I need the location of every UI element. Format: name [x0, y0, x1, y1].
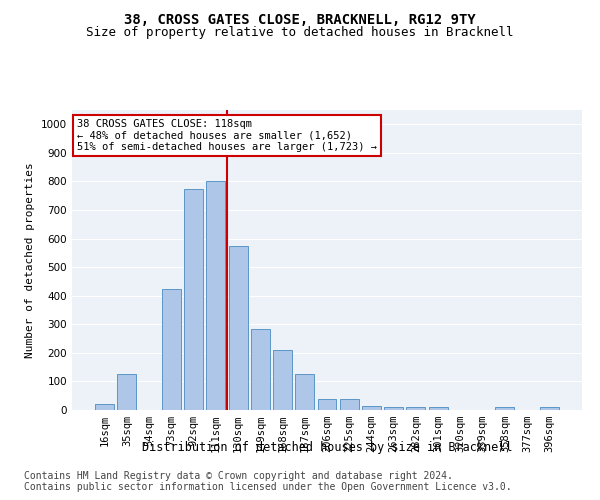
- Bar: [429, 407, 448, 410]
- Bar: [229, 246, 248, 410]
- Text: Distribution of detached houses by size in Bracknell: Distribution of detached houses by size …: [142, 441, 512, 454]
- Bar: [162, 288, 181, 410]
- Text: 38, CROSS GATES CLOSE, BRACKNELL, RG12 9TY: 38, CROSS GATES CLOSE, BRACKNELL, RG12 9…: [124, 12, 476, 26]
- Bar: [340, 398, 359, 410]
- Bar: [496, 407, 514, 410]
- Bar: [206, 182, 225, 410]
- Bar: [273, 350, 292, 410]
- Bar: [184, 188, 203, 410]
- Text: Size of property relative to detached houses in Bracknell: Size of property relative to detached ho…: [86, 26, 514, 39]
- Text: Contains HM Land Registry data © Crown copyright and database right 2024.: Contains HM Land Registry data © Crown c…: [24, 471, 453, 481]
- Bar: [362, 406, 381, 410]
- Bar: [540, 407, 559, 410]
- Bar: [317, 398, 337, 410]
- Bar: [406, 407, 425, 410]
- Y-axis label: Number of detached properties: Number of detached properties: [25, 162, 35, 358]
- Bar: [118, 374, 136, 410]
- Bar: [251, 328, 270, 410]
- Bar: [295, 374, 314, 410]
- Text: 38 CROSS GATES CLOSE: 118sqm
← 48% of detached houses are smaller (1,652)
51% of: 38 CROSS GATES CLOSE: 118sqm ← 48% of de…: [77, 119, 377, 152]
- Bar: [95, 404, 114, 410]
- Text: Contains public sector information licensed under the Open Government Licence v3: Contains public sector information licen…: [24, 482, 512, 492]
- Bar: [384, 407, 403, 410]
